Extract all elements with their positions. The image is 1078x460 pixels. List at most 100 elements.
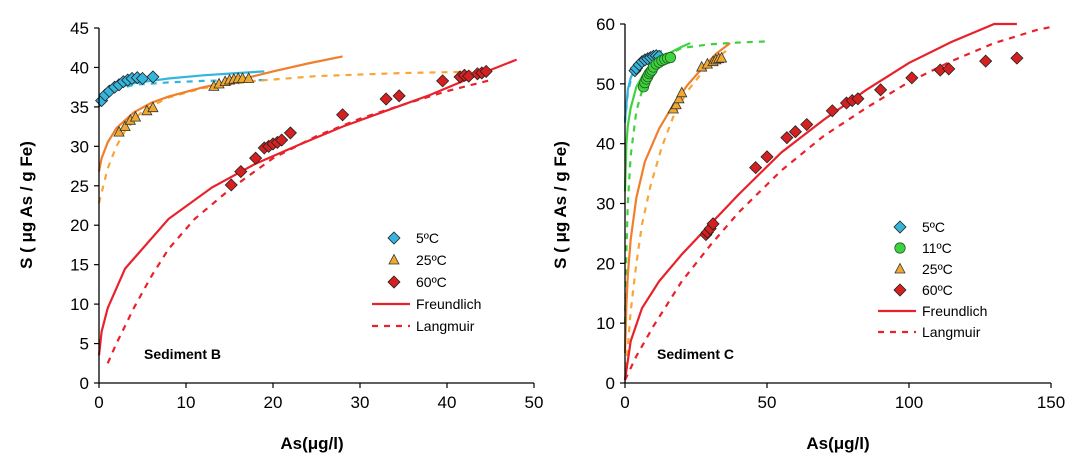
data-point-25C <box>129 110 142 122</box>
data-point-60C <box>234 165 248 179</box>
legend-label-freundlich: Freundlich <box>922 303 987 319</box>
data-point-11C <box>664 51 677 64</box>
legend-swatch-25c <box>894 262 906 274</box>
chart-sediment-b: 0 10 20 30 40 50 0 5 10 15 20 25 30 35 40 45 As(μg/l) S… <box>17 19 543 453</box>
y-axis-title: S ( μg As / g Fe) <box>17 141 36 269</box>
x-tick-label: 50 <box>525 393 544 412</box>
y-tick-label: 30 <box>70 137 89 156</box>
chart-sediment-c: 0 50 100 150 0 10 20 30 40 50 60 As(μg/l) S ( μg A… <box>551 15 1065 453</box>
legend-swatch-60c <box>893 283 907 297</box>
y-tick-label: 15 <box>70 256 89 275</box>
x-tick-label: 100 <box>895 393 923 412</box>
data-point-60C <box>224 178 238 192</box>
x-tick-label: 10 <box>177 393 196 412</box>
data-point-60C <box>905 71 919 85</box>
y-tick-label: 5 <box>80 335 89 354</box>
y-tick-label: 20 <box>70 216 89 235</box>
x-tick-label: 50 <box>758 393 777 412</box>
legend-swatch-25c <box>388 253 400 265</box>
legend-label-freundlich: Freundlich <box>416 296 481 312</box>
legend-label-60c: 60ºC <box>416 274 447 290</box>
legend: 5ºC 11ºC 25ºC 60ºC Freundlich Langmuir <box>878 219 987 340</box>
legend-label-langmuir: Langmuir <box>416 318 475 334</box>
data-point-25C <box>147 101 159 113</box>
y-axis-title: S ( μg As / g Fe) <box>551 141 570 269</box>
y-tick-label: 0 <box>80 374 89 393</box>
data-point-60C <box>379 92 393 106</box>
data-point-60C <box>336 108 350 122</box>
data-point-25C <box>113 125 125 137</box>
y-tick-label: 40 <box>596 135 615 154</box>
x-tick-label: 150 <box>1037 393 1065 412</box>
data-point-60C <box>1010 51 1024 65</box>
y-tick-label: 50 <box>596 75 615 94</box>
legend-label-langmuir: Langmuir <box>922 324 981 340</box>
axes <box>94 27 535 388</box>
legend-swatch-5c <box>387 231 401 245</box>
data-point-60C <box>979 54 993 68</box>
data-points <box>628 49 1024 242</box>
x-tick-label: 20 <box>264 393 283 412</box>
y-tick-label: 25 <box>70 177 89 196</box>
x-tick-label: 40 <box>438 393 457 412</box>
y-tick-label: 35 <box>70 98 89 117</box>
y-tick-label: 0 <box>606 374 615 393</box>
data-point-60C <box>249 151 263 165</box>
data-point-25C <box>119 120 131 132</box>
data-point-25C <box>242 72 255 83</box>
x-tick-label: 30 <box>351 393 370 412</box>
x-axis-title: As(μg/l) <box>280 434 343 453</box>
y-tick-label: 60 <box>596 15 615 34</box>
x-tick-label: 0 <box>620 393 629 412</box>
data-point-25C <box>670 98 682 110</box>
y-tick-label: 30 <box>596 195 615 214</box>
fit-curves <box>623 22 1052 381</box>
data-point-60C <box>283 126 297 140</box>
legend-label-5c: 5ºC <box>922 219 945 235</box>
data-point-25C <box>715 51 728 63</box>
legend: 5ºC 25ºC 60ºC Freundlich Langmuir <box>372 230 481 334</box>
data-point-60C <box>788 125 802 139</box>
y-tick-label: 10 <box>70 295 89 314</box>
legend-label-11c: 11ºC <box>922 240 952 256</box>
y-tick-label: 45 <box>70 19 89 38</box>
data-point-60C <box>275 133 289 147</box>
y-tick-label: 40 <box>70 58 89 77</box>
data-point-5C <box>146 70 160 84</box>
legend-label-60c: 60ºC <box>922 282 953 298</box>
data-point-60C <box>706 217 720 231</box>
data-point-25C <box>673 92 685 104</box>
data-point-60C <box>874 83 888 97</box>
freundlich-curve-60C <box>623 22 1017 381</box>
legend-label-5c: 5ºC <box>416 230 439 246</box>
legend-label-25c: 25ºC <box>922 261 953 277</box>
data-point-60C <box>825 104 839 118</box>
legend-swatch-5c <box>893 220 907 234</box>
data-point-60C <box>800 117 814 132</box>
data-point-60C <box>942 62 956 76</box>
data-points <box>95 64 493 192</box>
data-point-25C <box>676 86 688 98</box>
legend-label-25c: 25ºC <box>416 252 447 268</box>
data-point-60C <box>780 131 794 145</box>
panel-label: Sediment B <box>144 346 221 362</box>
legend-swatch-60c <box>387 275 401 289</box>
data-point-60C <box>436 74 450 88</box>
data-point-60C <box>851 92 865 106</box>
data-point-60C <box>479 64 493 78</box>
y-tick-label: 10 <box>596 314 615 333</box>
tick-labels: 0 50 100 150 0 10 20 30 40 50 60 <box>596 15 1065 412</box>
legend-swatch-11c <box>894 242 906 254</box>
tick-labels: 0 10 20 30 40 50 0 5 10 15 20 25 30 35 40 45 <box>70 19 543 412</box>
panel-label: Sediment C <box>657 346 734 362</box>
langmuir-curve-25C <box>97 70 491 204</box>
x-tick-label: 0 <box>94 393 103 412</box>
data-point-60C <box>760 150 774 164</box>
data-point-5C <box>135 71 150 86</box>
langmuir-curve-60C <box>624 25 1052 381</box>
x-axis-title: As(μg/l) <box>806 434 869 453</box>
axes <box>620 23 1052 388</box>
y-tick-label: 20 <box>596 254 615 273</box>
